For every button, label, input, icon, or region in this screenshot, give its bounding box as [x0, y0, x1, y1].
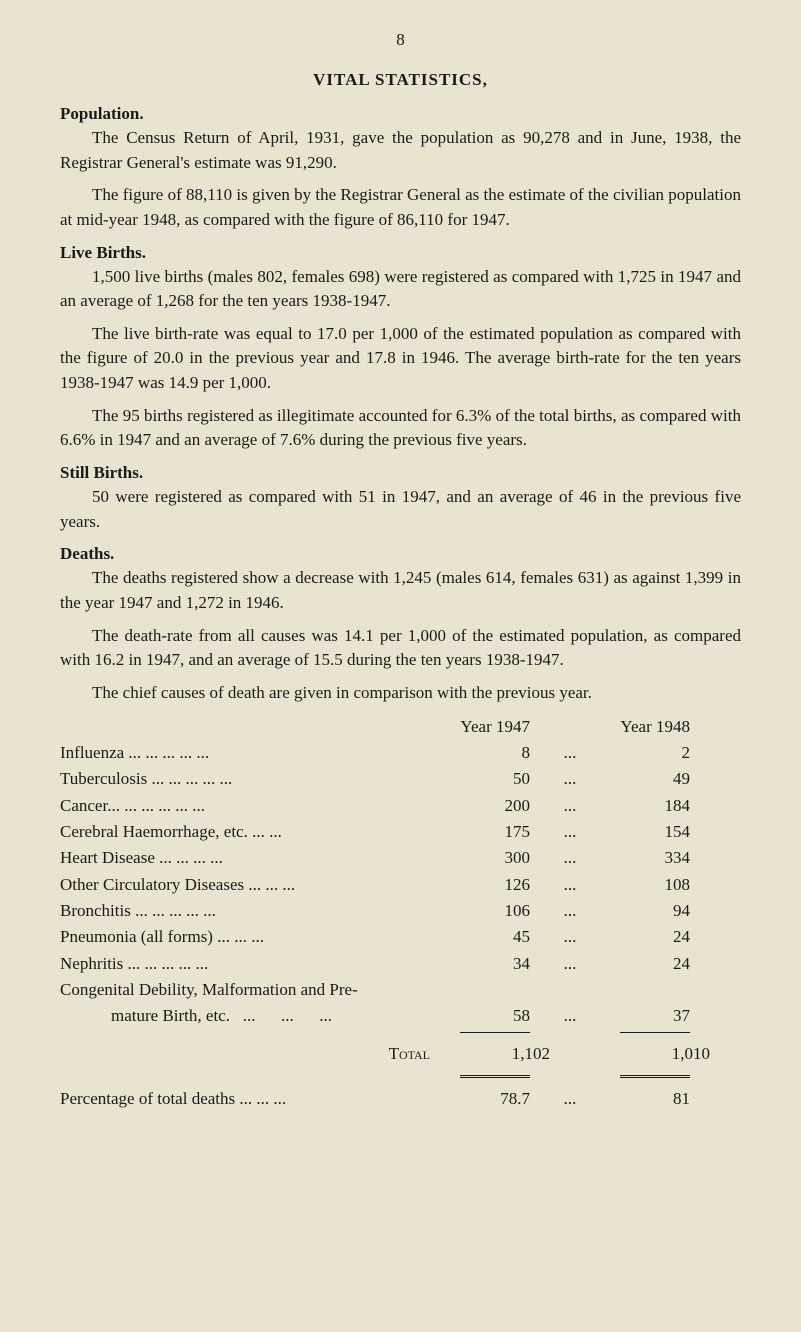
row-val-1947: 200	[430, 793, 540, 819]
total-1948: 1,010	[620, 1041, 710, 1067]
row-val-1947: 106	[430, 898, 540, 924]
row-label: Other Circulatory Diseases ... ... ...	[60, 872, 430, 898]
page-number: 8	[60, 30, 741, 50]
para-livebirths-1: The live birth-rate was equal to 17.0 pe…	[60, 322, 741, 396]
row-dots: ...	[540, 872, 600, 898]
table-row: Cerebral Haemorrhage, etc. ... ... 175 .…	[60, 819, 741, 845]
row-val-1948: 37	[600, 1003, 690, 1029]
row-val-1948: 94	[600, 898, 690, 924]
row-val-1947: 34	[430, 951, 540, 977]
para-population-0: The Census Return of April, 1931, gave t…	[60, 126, 741, 175]
para-population-1: The figure of 88,110 is given by the Reg…	[60, 183, 741, 232]
row-label: Pneumonia (all forms) ... ... ...	[60, 924, 430, 950]
rule-row	[60, 1030, 741, 1035]
row-label: Nephritis ... ... ... ... ...	[60, 951, 430, 977]
row-dots: ...	[540, 1003, 600, 1029]
table-row: Nephritis ... ... ... ... ... 34 ... 24	[60, 951, 741, 977]
heading-live-births: Live Births.	[60, 243, 741, 263]
heading-still-births: Still Births.	[60, 463, 741, 483]
table-row: Bronchitis ... ... ... ... ... 106 ... 9…	[60, 898, 741, 924]
table-row: Congenital Debility, Malformation and Pr…	[60, 977, 741, 1003]
row-dots: ...	[540, 766, 600, 792]
table-header-row: Year 1947 Year 1948	[60, 714, 741, 740]
row-dots: ...	[540, 1086, 600, 1112]
percentage-1947: 78.7	[430, 1086, 540, 1112]
row-label: Cancer... ... ... ... ... ...	[60, 793, 430, 819]
row-label: Tuberculosis ... ... ... ... ...	[60, 766, 430, 792]
row-label: Heart Disease ... ... ... ...	[60, 845, 430, 871]
row-val-1948: 184	[600, 793, 690, 819]
para-deaths-1: The death-rate from all causes was 14.1 …	[60, 624, 741, 673]
heading-population: Population.	[60, 104, 741, 124]
row-val-1948: 108	[600, 872, 690, 898]
table-row: Cancer... ... ... ... ... ... 200 ... 18…	[60, 793, 741, 819]
para-deaths-0: The deaths registered show a decrease wi…	[60, 566, 741, 615]
heading-deaths: Deaths.	[60, 544, 741, 564]
rule-row	[60, 1073, 741, 1080]
row-label: Bronchitis ... ... ... ... ...	[60, 898, 430, 924]
row-val-1947: 126	[430, 872, 540, 898]
document-page: 8 VITAL STATISTICS, Population. The Cens…	[0, 0, 801, 1152]
row-val-1947: 50	[430, 766, 540, 792]
para-livebirths-2: The 95 births registered as illegitimate…	[60, 404, 741, 453]
row-val-1947: 45	[430, 924, 540, 950]
table-row: Other Circulatory Diseases ... ... ... 1…	[60, 872, 741, 898]
percentage-label: Percentage of total deaths ... ... ...	[60, 1086, 430, 1112]
row-dots: ...	[540, 845, 600, 871]
row-val-1948: 24	[600, 924, 690, 950]
table-row: Influenza ... ... ... ... ... 8 ... 2	[60, 740, 741, 766]
total-label: Total	[60, 1041, 450, 1067]
para-livebirths-0: 1,500 live births (males 802, females 69…	[60, 265, 741, 314]
row-dots: ...	[540, 740, 600, 766]
row-val-1948: 154	[600, 819, 690, 845]
total-row: Total 1,102 1,010	[60, 1041, 741, 1067]
double-rule-icon	[620, 1075, 690, 1078]
table-row: Heart Disease ... ... ... ... 300 ... 33…	[60, 845, 741, 871]
row-label: Influenza ... ... ... ... ...	[60, 740, 430, 766]
row-val-1947: 8	[430, 740, 540, 766]
row-label: mature Birth, etc. ... ... ...	[60, 1003, 430, 1029]
row-label: Congenital Debility, Malformation and Pr…	[60, 977, 430, 1003]
rule-icon	[620, 1032, 690, 1033]
row-val-1948: 49	[600, 766, 690, 792]
col-header-1947: Year 1947	[430, 714, 540, 740]
row-val-1948: 2	[600, 740, 690, 766]
row-dots: ...	[540, 951, 600, 977]
row-val-1947: 58	[430, 1003, 540, 1029]
row-val-1948: 24	[600, 951, 690, 977]
row-dots: ...	[540, 793, 600, 819]
col-header-1948: Year 1948	[600, 714, 690, 740]
percentage-1948: 81	[600, 1086, 690, 1112]
double-rule-icon	[460, 1075, 530, 1078]
para-stillbirths-0: 50 were registered as compared with 51 i…	[60, 485, 741, 534]
table-row: mature Birth, etc. ... ... ... 58 ... 37	[60, 1003, 741, 1029]
row-val-1947: 175	[430, 819, 540, 845]
rule-icon	[460, 1032, 530, 1033]
percentage-row: Percentage of total deaths ... ... ... 7…	[60, 1086, 741, 1112]
para-deaths-2: The chief causes of death are given in c…	[60, 681, 741, 706]
causes-table: Year 1947 Year 1948 Influenza ... ... ..…	[60, 714, 741, 1113]
row-val-1947: 300	[430, 845, 540, 871]
table-row: Pneumonia (all forms) ... ... ... 45 ...…	[60, 924, 741, 950]
row-dots: ...	[540, 924, 600, 950]
row-val-1948: 334	[600, 845, 690, 871]
row-dots: ...	[540, 898, 600, 924]
row-label: Cerebral Haemorrhage, etc. ... ...	[60, 819, 430, 845]
table-row: Tuberculosis ... ... ... ... ... 50 ... …	[60, 766, 741, 792]
document-title: VITAL STATISTICS,	[60, 70, 741, 90]
total-1947: 1,102	[450, 1041, 560, 1067]
row-dots: ...	[540, 819, 600, 845]
